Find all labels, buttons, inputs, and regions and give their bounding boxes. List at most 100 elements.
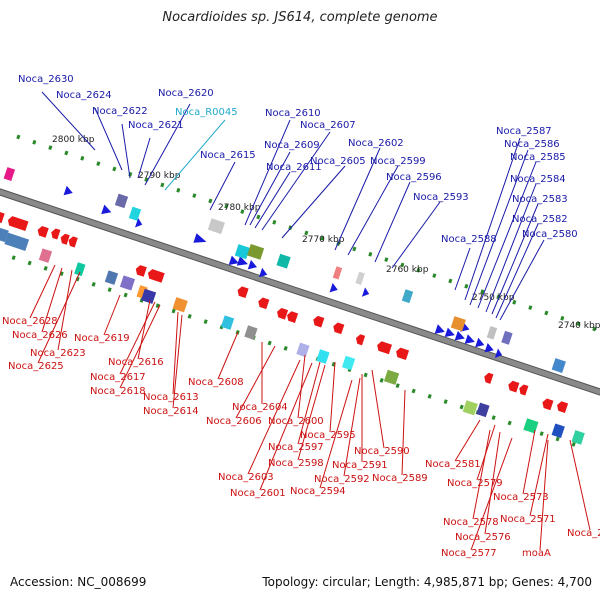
gene-label-top: Noca_2593 <box>413 192 469 203</box>
gene-label-top: Noca_2580 <box>522 229 578 240</box>
tick-label: 2750 kbp <box>472 293 515 303</box>
gene-label-top: Noca_2584 <box>510 174 566 185</box>
gene-label-bottom: Noca_2590 <box>354 446 410 457</box>
leader-line <box>297 364 326 461</box>
leader-line <box>454 247 471 291</box>
leader-line <box>281 165 346 239</box>
leader-line <box>244 119 291 226</box>
gene-box <box>104 270 119 285</box>
leader-line <box>371 369 385 449</box>
leader-line <box>297 361 321 445</box>
gene-label-bottom: Noca_2581 <box>425 459 481 470</box>
leader-line <box>103 294 121 336</box>
gene-label-top: Noca_2611 <box>266 162 322 173</box>
backbone <box>0 189 600 395</box>
gene-label-bottom: Noca_2594 <box>290 486 346 497</box>
tick-label: 2800 kbp <box>52 135 95 145</box>
leader-line <box>464 137 521 301</box>
gene-label-bottom: Noca_2619 <box>74 333 130 344</box>
tick-dot-top <box>320 235 325 241</box>
gene-box <box>316 349 330 364</box>
gene-plus-arrow <box>329 282 338 293</box>
gene-label-top: Noca_2615 <box>200 150 256 161</box>
tick-dot-bottom <box>571 441 576 447</box>
gene-plus-arrow <box>475 337 485 348</box>
tick-dot-bottom <box>91 281 96 287</box>
gene-label-bottom: Noca_2616 <box>108 357 164 368</box>
leader-line <box>329 361 336 433</box>
gene-minus-arrow <box>135 265 147 277</box>
tick-label: 2780 kbp <box>218 203 261 213</box>
gene-box <box>476 402 490 418</box>
leader-line <box>485 183 537 313</box>
gene-plus-arrow <box>193 233 207 243</box>
gene-box <box>140 288 157 304</box>
gene-box <box>486 325 498 340</box>
gene-plus-arrow <box>247 259 257 270</box>
gene-plus-arrow <box>361 287 370 297</box>
leader-line <box>334 147 381 251</box>
gene-minus-arrow <box>557 401 569 413</box>
tick-label: 2740 kbp <box>558 321 600 331</box>
leader-line <box>29 264 56 319</box>
tick-dot-bottom <box>555 436 560 442</box>
gene-label-bottom: Noca_2625 <box>8 361 64 372</box>
gene-box <box>551 358 566 374</box>
gene-label-top: Noca_2607 <box>300 120 356 131</box>
leader-line <box>469 149 529 306</box>
leader-line <box>297 354 306 419</box>
gene-label-top: Noca_2586 <box>504 139 560 150</box>
tick-dot-top <box>272 219 277 225</box>
map-title: Nocardioides sp. JS614, complete genome <box>162 10 438 25</box>
gene-minus-arrow <box>519 384 529 396</box>
gene-minus-arrow <box>355 334 366 346</box>
gene-label-top: Noca_2624 <box>56 90 112 101</box>
leader-line <box>522 429 536 495</box>
gene-minus-arrow <box>277 307 289 320</box>
gene-box <box>551 423 565 439</box>
tick-label: 2770 kbp <box>302 235 345 245</box>
gene-minus-arrow <box>484 372 494 384</box>
gene-plus-arrow <box>63 185 73 196</box>
tick-dot-top <box>112 166 117 172</box>
tick-dot-top <box>368 251 373 257</box>
leader-line <box>261 131 331 231</box>
gene-label-top: Noca_2588 <box>441 234 497 245</box>
tick-dot-top <box>160 182 165 188</box>
leader-line <box>499 239 545 321</box>
leader-line <box>470 437 513 551</box>
tick-dot-top <box>592 326 597 332</box>
tick-dot-bottom <box>411 388 416 394</box>
gene-label-bottom: moaA <box>522 548 551 559</box>
gene-box <box>207 218 225 235</box>
gene-label-top: Noca_2610 <box>265 108 321 119</box>
gene-plus-arrow <box>101 204 112 215</box>
tick-dot-top <box>96 161 101 167</box>
leader-line <box>401 389 406 476</box>
gene-label-bottom: Noca_2603 <box>218 472 274 483</box>
gene-minus-arrow <box>542 398 554 411</box>
gene-label-bottom: Noca_2598 <box>268 458 324 469</box>
gene-label-bottom: Noca_2613 <box>143 392 199 403</box>
gene-box <box>355 271 365 285</box>
gene-label-bottom: Noca_2608 <box>188 377 244 388</box>
leader-line <box>119 304 161 389</box>
tick-dot-top <box>208 198 213 204</box>
gene-label-bottom: Noca_2601 <box>230 488 286 499</box>
gene-box <box>220 315 235 330</box>
gene-label-bottom: Noca_2628 <box>2 316 58 327</box>
tick-dot-top <box>192 193 197 199</box>
gene-label-top: Noca_2609 <box>264 140 320 151</box>
leader-line <box>144 103 191 186</box>
tick-dot-top <box>48 145 53 151</box>
tick-dot-top <box>560 315 565 321</box>
gene-minus-arrow <box>396 347 410 360</box>
gene-plus-arrow <box>236 256 248 266</box>
gene-label-bottom: Noca_2606 <box>206 416 262 427</box>
topology-info: Topology: circular; Length: 4,985,871 bp… <box>262 575 592 589</box>
tick-dot-top <box>400 262 405 268</box>
tick-dot-top <box>64 150 69 156</box>
gene-minus-arrow <box>37 226 49 238</box>
gene-box <box>450 316 466 332</box>
gene-minus-arrow <box>0 210 5 224</box>
